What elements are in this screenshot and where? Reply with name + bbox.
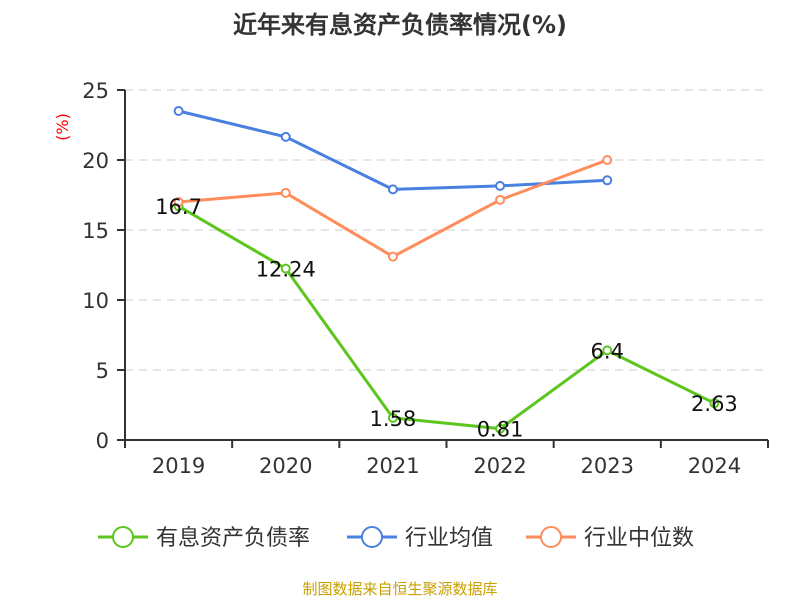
data-point [602, 175, 613, 186]
data-label: 0.81 [477, 418, 524, 442]
series-line [177, 204, 716, 431]
y-tick-label: 10 [82, 289, 109, 313]
data-point [280, 263, 291, 274]
data-label: 12.24 [256, 258, 316, 282]
legend-marker [361, 526, 383, 548]
chart-title: 近年来有息资产负债率情况(%) [233, 11, 567, 39]
y-axis-label: (%) [53, 113, 72, 141]
data-label: 2.63 [691, 392, 738, 416]
data-label: 6.4 [591, 339, 624, 363]
data-point [709, 398, 720, 409]
legend-label: 行业均值 [405, 526, 493, 551]
data-point [387, 251, 398, 262]
y-tick-label: 0 [96, 429, 109, 453]
series-line [178, 109, 608, 191]
data-point [387, 184, 398, 195]
y-tick-label: 5 [96, 359, 109, 383]
x-tick-label: 2020 [259, 454, 312, 478]
data-point [495, 423, 506, 434]
x-tick-label: 2019 [152, 454, 205, 478]
legend-label: 有息资产负债率 [156, 526, 310, 551]
legend-marker [540, 526, 562, 548]
legend-label: 行业中位数 [584, 526, 694, 551]
data-point [495, 180, 506, 191]
legend-marker [112, 526, 134, 548]
x-tick-label: 2023 [581, 454, 634, 478]
x-tick-label: 2022 [473, 454, 526, 478]
data-label: 1.58 [370, 407, 417, 431]
source-note: 制图数据来自恒生聚源数据库 [302, 580, 497, 598]
data-label: 16.7 [155, 195, 202, 219]
y-tick-label: 20 [82, 149, 109, 173]
data-point [280, 187, 291, 198]
data-point [387, 412, 398, 423]
x-tick-label: 2024 [688, 454, 741, 478]
data-point [495, 194, 506, 205]
x-tick-label: 2021 [366, 454, 419, 478]
data-point [280, 131, 291, 142]
data-point [173, 106, 184, 116]
data-point [602, 345, 613, 356]
data-point [602, 155, 613, 165]
y-tick-label: 15 [82, 219, 109, 243]
data-point [173, 197, 184, 207]
y-tick-label: 25 [82, 79, 109, 103]
